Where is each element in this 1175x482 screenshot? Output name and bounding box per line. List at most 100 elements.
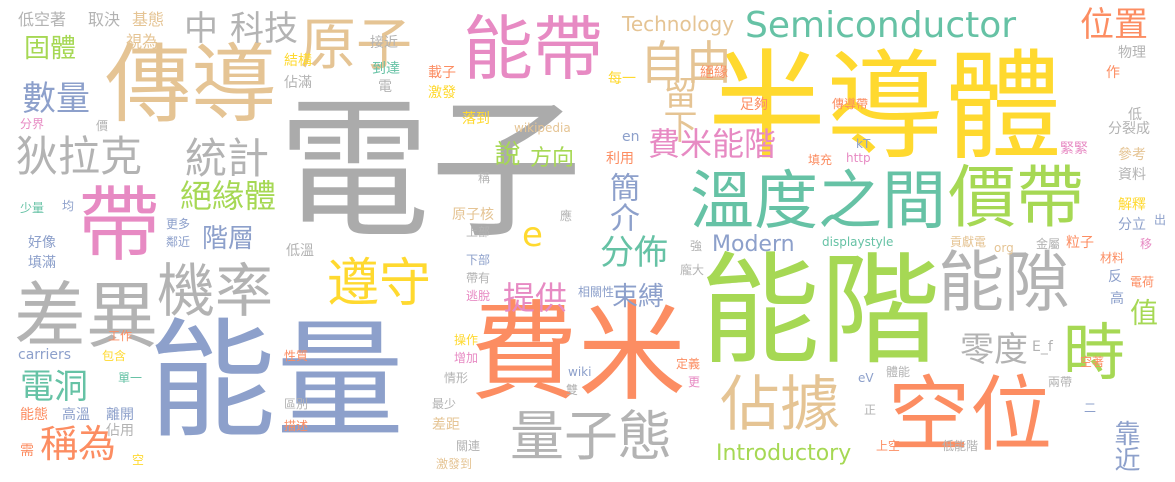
word-chuandaodai: 傳導帶 bbox=[832, 97, 869, 111]
word-en: en bbox=[622, 129, 640, 145]
word-yuanzihe: 原子核 bbox=[452, 207, 494, 223]
word-di: 低 bbox=[1128, 107, 1142, 123]
word-liyong: 利用 bbox=[606, 151, 634, 167]
word-ziyou: 自由 bbox=[640, 36, 732, 90]
word-kongzhu: 空著 bbox=[1080, 355, 1105, 369]
word-dikongzhu: 低空著 bbox=[18, 10, 67, 29]
word-semiconductor: Semiconductor bbox=[745, 5, 1017, 46]
word-weizhi: 位置 bbox=[1080, 5, 1148, 45]
word-nengliang: 能量 bbox=[148, 307, 405, 456]
word-jiadai: 價帶 bbox=[948, 159, 1085, 238]
word-zuo: 作 bbox=[1106, 65, 1120, 81]
word-lizi: 粒子 bbox=[1066, 235, 1094, 251]
word-jieceng: 階層 bbox=[202, 224, 255, 254]
word-chaju: 差距 bbox=[432, 417, 460, 433]
word-http: http bbox=[846, 151, 871, 165]
word-modern: Modern bbox=[712, 232, 795, 257]
word-fenliecheng: 分裂成 bbox=[1108, 121, 1150, 137]
word-shangkong: 上空 bbox=[876, 439, 901, 453]
word-liuxia: 留下 bbox=[657, 75, 697, 143]
word-jiejin: 接近 bbox=[370, 35, 398, 51]
word-keji: 科技 bbox=[230, 9, 298, 49]
word-xingzhi: 性質 bbox=[284, 349, 309, 363]
word-shuang: 雙 bbox=[566, 383, 579, 397]
word-ef: E_f bbox=[1032, 339, 1053, 355]
word-diandong: 電洞 bbox=[20, 367, 88, 407]
word-nengtai: 能態 bbox=[20, 407, 48, 423]
word-qingxing: 情形 bbox=[444, 371, 469, 385]
word-shangbu: 上部 bbox=[466, 225, 491, 239]
word-feimi: 費米 bbox=[470, 291, 687, 416]
word-wendu: 溫度之間 bbox=[690, 165, 946, 239]
word-taotuo: 逃脫 bbox=[466, 289, 491, 303]
word-lingdu: 零度 bbox=[960, 330, 1028, 370]
word-e: e bbox=[522, 215, 543, 255]
word-liangdai: 兩帶 bbox=[1048, 375, 1073, 389]
word-shuliang: 數量 bbox=[22, 79, 90, 119]
word-qiang: 強 bbox=[690, 239, 703, 253]
word-jinjin: 緊緊 bbox=[1060, 141, 1088, 157]
word-jieshi: 解釋 bbox=[1118, 197, 1146, 213]
word-dai: 帶 bbox=[78, 178, 161, 273]
word-jueyuanti: 絕緣體 bbox=[180, 177, 277, 215]
word-introductory: Introductory bbox=[716, 441, 852, 466]
word-shiwei: 視為 bbox=[126, 32, 159, 51]
word-wikipedia: wikipedia bbox=[514, 121, 571, 135]
word-jitai: 基態 bbox=[132, 10, 165, 29]
word-fan: 反 bbox=[1108, 269, 1122, 285]
word-gongxiandian: 貢獻電 bbox=[950, 235, 987, 249]
word-jiegou: 結構 bbox=[284, 53, 312, 69]
word-jifa: 激發 bbox=[428, 85, 456, 101]
word-cailiao: 材料 bbox=[1100, 251, 1125, 265]
word-luodao: 落到 bbox=[462, 111, 490, 127]
word-dianhe: 電荷 bbox=[1130, 275, 1155, 289]
word-jifadao: 激發到 bbox=[436, 457, 473, 471]
word-zengjia: 增加 bbox=[454, 351, 479, 365]
word-ying: 應 bbox=[560, 209, 573, 223]
word-technology: Technology bbox=[622, 12, 735, 36]
word-cheng: 稱 bbox=[478, 171, 491, 185]
word-wuli: 物理 bbox=[1118, 45, 1146, 61]
word-shufu: 束縛 bbox=[612, 282, 665, 312]
word-gaowen: 高溫 bbox=[62, 407, 90, 423]
word-chengwei: 稱為 bbox=[40, 422, 117, 466]
word-wiki: wiki bbox=[568, 365, 592, 379]
word-zaizi: 載子 bbox=[428, 65, 456, 81]
word-liangzitai: 量子態 bbox=[510, 405, 672, 468]
word-qujue: 取決 bbox=[88, 10, 121, 29]
word-fenli: 分立 bbox=[1118, 217, 1146, 233]
word-gao: 高 bbox=[1110, 291, 1124, 307]
word-xu: 需 bbox=[20, 443, 34, 459]
word-zugou: 足夠 bbox=[740, 97, 768, 113]
word-jun: 均 bbox=[62, 199, 75, 213]
word-miaoshu: 描述 bbox=[284, 419, 309, 433]
word-yi: 移 bbox=[1140, 237, 1153, 251]
word-danyi: 單一 bbox=[118, 371, 143, 385]
word-zhong: 中 bbox=[184, 9, 218, 49]
word-kaojin: 靠近 bbox=[1110, 420, 1140, 472]
word-xiangguanxing: 相關性 bbox=[578, 285, 615, 299]
word-chayi: 差異 bbox=[14, 274, 159, 358]
word-tianchong: 填充 bbox=[808, 153, 833, 167]
word-kt: kT bbox=[856, 137, 871, 151]
word-zunshou: 遵守 bbox=[327, 254, 432, 314]
word-chuandao: 傳導 bbox=[105, 35, 277, 135]
word-nengdai: 能帶 bbox=[463, 8, 603, 90]
word-ev: eV bbox=[858, 371, 874, 385]
word-org: org bbox=[994, 241, 1014, 255]
word-geng: 更 bbox=[688, 375, 701, 389]
word-zuishao: 最少 bbox=[432, 397, 457, 411]
word-tineng: 體能 bbox=[886, 365, 911, 379]
word-shuo: 說 bbox=[490, 140, 520, 166]
word-jia: 價 bbox=[96, 119, 109, 133]
word-dinengjie: 低能階 bbox=[942, 439, 979, 453]
word-jinshu: 金屬 bbox=[1036, 237, 1061, 251]
word-gengduo: 更多 bbox=[166, 217, 191, 231]
word-kongwei: 空位 bbox=[888, 368, 1053, 463]
word-meiyi: 每一 bbox=[608, 71, 636, 87]
word-tongji: 統計 bbox=[185, 134, 270, 183]
word-nengjie: 能階 bbox=[700, 242, 940, 381]
word-cankao: 參考 bbox=[1118, 147, 1146, 163]
word-xiabu: 下部 bbox=[466, 253, 491, 267]
